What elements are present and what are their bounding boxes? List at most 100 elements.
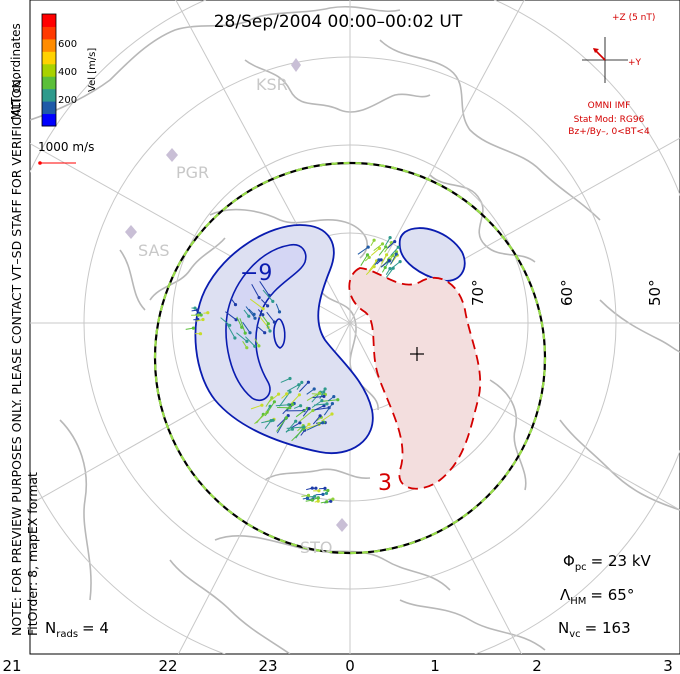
- velocity-vector: [306, 388, 315, 395]
- negative-cell-small: [398, 227, 466, 282]
- velocity-vector: [380, 254, 388, 264]
- station-sto: STO: [300, 518, 348, 557]
- velocity-vector: [226, 323, 236, 339]
- velocity-vector: [313, 407, 330, 411]
- mlt-tick-1: 1: [430, 657, 440, 674]
- scale-vector-label: 1000 m/s: [38, 140, 94, 154]
- velocity-vectors: [185, 236, 402, 504]
- velocity-vector: [390, 253, 397, 265]
- velocity-vector: [385, 237, 391, 246]
- velocity-vector: [357, 246, 369, 255]
- velocity-vector: [256, 325, 266, 334]
- velocity-vector: [305, 499, 313, 502]
- velocity-vector: [245, 306, 256, 319]
- velocity-vector: [312, 415, 321, 425]
- station-label-sto: STO: [300, 538, 333, 557]
- velocity-vector: [365, 266, 375, 276]
- velocity-vector: [264, 420, 272, 429]
- mlt-tick-23: 23: [258, 657, 277, 674]
- colorbar-tick-600: 600: [58, 39, 77, 50]
- station-pgr: PGR: [166, 148, 209, 182]
- velocity-vector: [220, 317, 231, 326]
- fit-order-note: FitOrder: 8, mapEX format: [25, 472, 40, 636]
- imf-z-label: +Z (5 nT): [612, 13, 655, 23]
- velocity-vector: [293, 405, 301, 409]
- velocity-vector: [254, 411, 268, 425]
- colorbar-tick-200: 200: [58, 95, 77, 106]
- velocity-vector: [203, 312, 208, 314]
- velocity-vector: [316, 416, 322, 422]
- velocity-vector: [286, 426, 305, 429]
- velocity-vector: [285, 420, 297, 433]
- plot-frame: [29, 0, 680, 655]
- velocity-vector: [313, 403, 328, 406]
- velocity-vector: [380, 260, 390, 268]
- colorbar-segment: [42, 101, 56, 115]
- velocity-vector: [268, 393, 279, 403]
- velocity-vector: [323, 403, 333, 416]
- velocity-vector: [195, 319, 204, 322]
- velocity-vector: [306, 422, 323, 431]
- velocity-vector: [299, 410, 314, 422]
- velocity-vector: [185, 327, 194, 330]
- stat-n-vc: Nvc = 163: [558, 619, 631, 640]
- velocity-vector: [291, 422, 301, 429]
- velocity-vector: [250, 404, 263, 410]
- velocity-vector: [308, 495, 315, 498]
- velocity-vector: [254, 338, 260, 347]
- velocity-vector: [376, 259, 382, 265]
- negative-cell-inner: [225, 243, 307, 402]
- velocity-vector: [281, 393, 288, 399]
- velocity-vector: [390, 246, 399, 256]
- lat-label-70: 70°: [469, 279, 487, 306]
- colorbar-segment: [42, 88, 56, 102]
- velocity-vector: [280, 378, 291, 383]
- lat-label-50: 50°: [646, 279, 664, 306]
- hm-boundary-dash: [153, 161, 547, 555]
- velocity-vector: [299, 381, 309, 392]
- velocity-vector: [259, 281, 270, 296]
- velocity-vector: [276, 417, 287, 432]
- velocity-vector: [297, 425, 304, 432]
- map-title: 28/Sep/2004 00:00–00:02 UT: [214, 12, 463, 32]
- velocity-vector: [225, 311, 237, 321]
- imf-model-line2: Bz+/By–, 0<BT<4: [568, 127, 650, 137]
- negative-contour-label: −9: [240, 261, 272, 286]
- velocity-vector: [322, 399, 338, 402]
- velocity-vector: [248, 308, 255, 315]
- velocity-vector: [302, 497, 308, 500]
- velocity-colorbar: [42, 14, 56, 127]
- colorbar-frame: [41, 13, 57, 127]
- colorbar-segment: [42, 51, 56, 65]
- velocity-vector: [385, 268, 391, 276]
- velocity-vector: [300, 430, 306, 436]
- velocity-vector: [260, 299, 268, 307]
- station-label-pgr: PGR: [176, 163, 209, 182]
- positive-cell: [348, 267, 482, 490]
- velocity-vector: [364, 257, 370, 262]
- mlt-tick-21: 21: [2, 657, 21, 674]
- velocity-vector: [381, 267, 386, 273]
- velocity-vector: [387, 241, 396, 249]
- mlt-tick-2: 2: [532, 657, 542, 674]
- velocity-vector: [311, 400, 323, 408]
- mlt-tick-0: 0: [345, 657, 355, 674]
- colorbar-title: Vel [m/s]: [87, 48, 98, 92]
- potential-max-marker: [410, 347, 424, 361]
- negative-cell-core: [273, 318, 286, 349]
- lat-label-60: 60°: [558, 279, 576, 306]
- velocity-vector: [245, 336, 256, 347]
- velocity-vector: [302, 408, 310, 417]
- velocity-vector: [243, 309, 250, 317]
- velocity-vector: [191, 309, 198, 312]
- velocity-vector: [230, 298, 236, 305]
- stat-n-rads: Nrads = 4: [45, 619, 109, 640]
- velocity-vector: [312, 395, 324, 399]
- velocity-vector: [279, 391, 291, 407]
- velocity-vector: [320, 501, 327, 504]
- velocity-vector: [239, 318, 246, 334]
- velocity-vector: [266, 324, 271, 332]
- velocity-vector: [301, 494, 309, 497]
- velocity-vector: [314, 497, 319, 500]
- mlt-tick-3: 3: [663, 657, 673, 674]
